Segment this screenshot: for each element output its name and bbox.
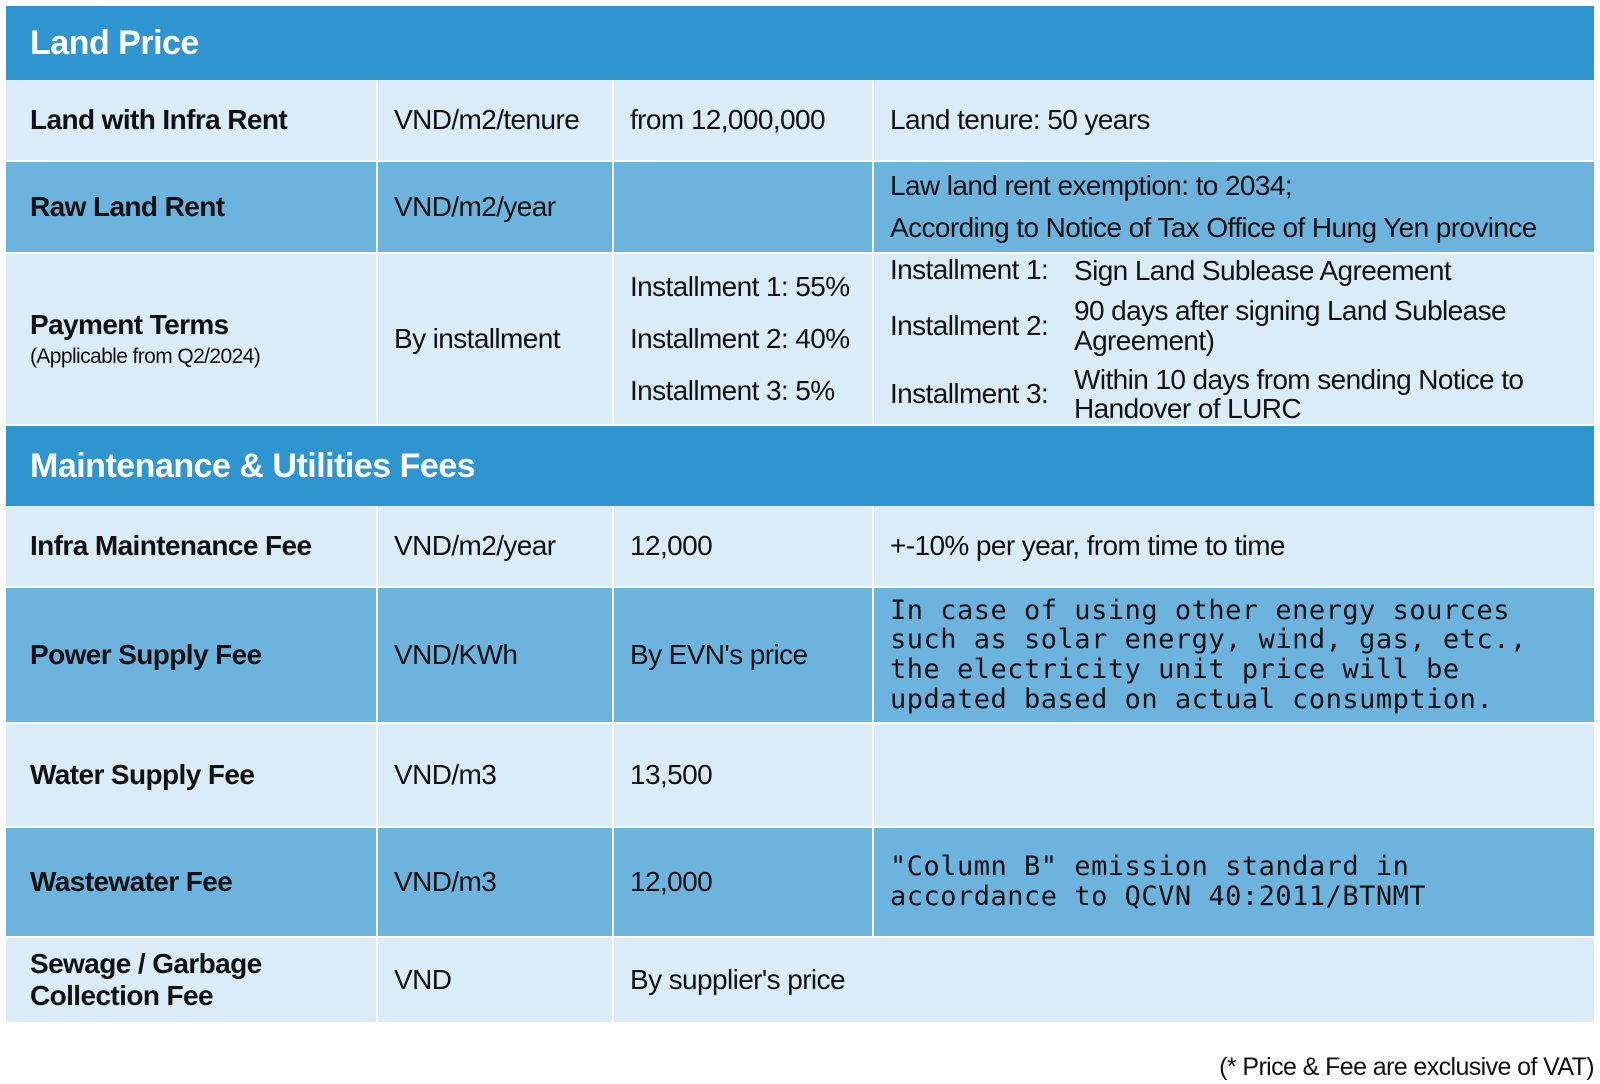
- payment-terms-sublabel: (Applicable from Q2/2024): [30, 345, 261, 369]
- row-value: [614, 162, 874, 254]
- installment-key: Installment 2:: [890, 309, 1049, 341]
- row-label: Wastewater Fee: [6, 828, 378, 938]
- row-value: from 12,000,000: [614, 80, 874, 162]
- row-unit: VND/KWh: [378, 588, 614, 724]
- row-label: Infra Maintenance Fee: [6, 506, 378, 588]
- row-label: Payment Terms (Applicable from Q2/2024): [6, 254, 378, 426]
- row-note: "Column B" emission standard in accordan…: [874, 828, 1594, 938]
- row-unit: VND/m3: [378, 828, 614, 938]
- installment-percent: Installment 2: 40%: [630, 322, 850, 354]
- row-label: Water Supply Fee: [6, 724, 378, 828]
- note-line: Law land rent exemption: to 2034;: [890, 169, 1293, 201]
- installment-percent: Installment 1: 55%: [630, 270, 850, 302]
- table-row-infra-maintenance: Infra Maintenance Fee VND/m2/year 12,000…: [6, 506, 1594, 588]
- row-value: 12,000: [614, 506, 874, 588]
- installment-key: Installment 3:: [890, 378, 1049, 410]
- vat-footnote: (* Price & Fee are exclusive of VAT): [1219, 1053, 1594, 1081]
- table-row-land-infra-rent: Land with Infra Rent VND/m2/tenure from …: [6, 80, 1594, 162]
- row-note: +-10% per year, from time to time: [874, 506, 1594, 588]
- row-note: In case of using other energy sources su…: [874, 588, 1594, 724]
- section-title: Land Price: [30, 23, 199, 62]
- table-row-payment-terms: Payment Terms (Applicable from Q2/2024) …: [6, 254, 1594, 426]
- row-unit: By installment: [378, 254, 614, 426]
- installment-text: 90 days after signing Land Sublease Agre…: [1074, 295, 1507, 356]
- row-value: By EVN's price: [614, 588, 874, 724]
- fees-header: Maintenance & Utilities Fees: [6, 426, 1594, 506]
- row-unit: VND/m2/year: [378, 506, 614, 588]
- note-line: According to Notice of Tax Office of Hun…: [890, 212, 1537, 243]
- row-value: 13,500: [614, 724, 874, 828]
- land-price-header: Land Price: [6, 6, 1594, 80]
- row-unit: VND: [378, 938, 614, 1024]
- installment-details: Installment 1: Sign Land Sublease Agreem…: [874, 254, 1594, 426]
- table-row-raw-land-rent: Raw Land Rent VND/m2/year Law land rent …: [6, 162, 1594, 254]
- row-unit: VND/m2/tenure: [378, 80, 614, 162]
- installment-text: Within 10 days from sending Notice to Ha…: [1074, 364, 1524, 425]
- installment-percent: Installment 3: 5%: [630, 375, 835, 407]
- row-value: By supplier's price: [614, 938, 1594, 1024]
- table-row-power-supply: Power Supply Fee VND/KWh By EVN's price …: [6, 588, 1594, 724]
- row-unit: VND/m2/year: [378, 162, 614, 254]
- row-unit: VND/m3: [378, 724, 614, 828]
- row-note: [874, 724, 1594, 828]
- row-label: Sewage / Garbage Collection Fee: [6, 938, 378, 1024]
- installment-percentages: Installment 1: 55% Installment 2: 40% In…: [614, 254, 874, 426]
- row-note: Law land rent exemption: to 2034; Accord…: [874, 162, 1594, 254]
- row-note: Land tenure: 50 years: [874, 80, 1594, 162]
- table-row-wastewater: Wastewater Fee VND/m3 12,000 "Column B" …: [6, 828, 1594, 938]
- section-title: Maintenance & Utilities Fees: [30, 446, 476, 485]
- row-label: Land with Infra Rent: [6, 80, 378, 162]
- table-row-water-supply: Water Supply Fee VND/m3 13,500: [6, 724, 1594, 828]
- installment-text: Sign Land Sublease Agreement: [1074, 254, 1452, 286]
- pricing-table: Land Price Land with Infra Rent VND/m2/t…: [6, 6, 1594, 1024]
- installment-key: Installment 1:: [890, 254, 1049, 286]
- row-label: Power Supply Fee: [6, 588, 378, 724]
- row-value: 12,000: [614, 828, 874, 938]
- row-label: Raw Land Rent: [6, 162, 378, 254]
- payment-terms-label: Payment Terms: [30, 308, 229, 340]
- table-row-sewage-garbage: Sewage / Garbage Collection Fee VND By s…: [6, 938, 1594, 1024]
